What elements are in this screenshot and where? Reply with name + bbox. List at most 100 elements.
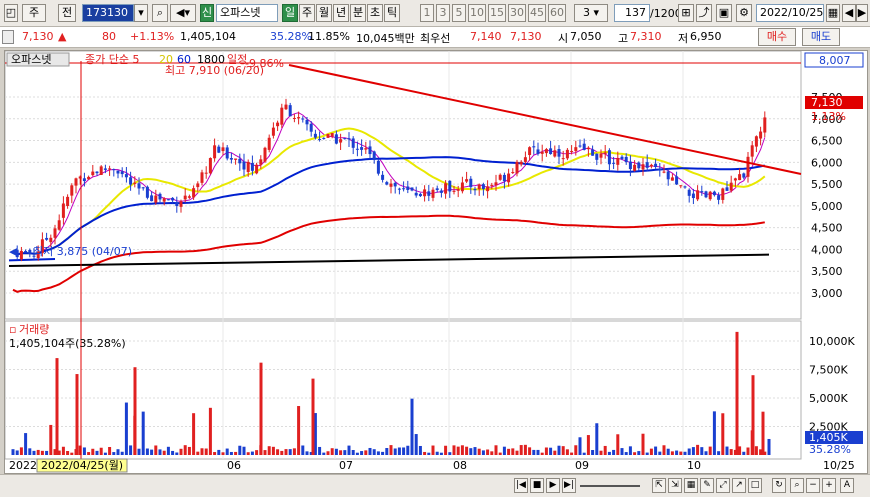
volume-bar <box>511 448 515 455</box>
candle-body <box>137 183 141 189</box>
turnover-rate: 11.85% <box>308 30 350 43</box>
grid-view-icon[interactable]: ▦ <box>684 478 698 493</box>
volume-bar <box>276 449 280 455</box>
candle-body <box>616 157 620 165</box>
volume-bar <box>633 452 637 455</box>
high-annotation-pct: -9.86% <box>245 57 284 70</box>
x-axis-label: 06 <box>227 459 241 472</box>
candle-body <box>187 196 191 198</box>
volume-bar <box>339 450 343 455</box>
candle-body <box>150 195 154 202</box>
buy-button[interactable]: 매수 <box>758 28 796 46</box>
candle-body <box>423 189 427 197</box>
volume-bar <box>36 449 40 455</box>
candle-body <box>267 137 271 150</box>
search-icon[interactable]: ⌕ <box>152 4 168 22</box>
interval-button-30[interactable]: 30 <box>508 4 526 22</box>
candle-body <box>339 139 343 143</box>
candle-body <box>28 249 32 254</box>
plus-icon[interactable]: + <box>822 478 836 493</box>
stock-code-input[interactable]: 173130 <box>82 4 134 22</box>
scroll-track[interactable] <box>580 485 640 487</box>
quote-bar: 7,130 ▲ 80 +1.13% 1,405,104 35.28% 11.85… <box>0 27 870 48</box>
candle-body <box>540 151 544 154</box>
chart-type-icon[interactable]: ↗ <box>732 478 746 493</box>
zoom-out-icon[interactable]: ⇲ <box>668 478 682 493</box>
period-tab-3[interactable]: 년 <box>333 4 349 22</box>
date-input[interactable]: 2022/10/25 <box>756 4 824 22</box>
volume-bar-spike <box>75 374 79 455</box>
candle-body <box>271 127 275 136</box>
font-size-icon[interactable]: A <box>840 478 854 493</box>
settings-grid-icon[interactable]: ⊞ <box>678 4 694 22</box>
first-page-icon[interactable]: |◀ <box>514 478 528 493</box>
candle-body <box>351 138 355 148</box>
volume-bar <box>406 445 410 455</box>
speaker-icon[interactable]: ◀▾ <box>170 4 196 22</box>
volume-bar <box>70 452 74 455</box>
candle-body <box>70 185 74 196</box>
quote-toggle-icon[interactable] <box>2 30 14 44</box>
period-type-select[interactable]: 주 <box>22 4 46 22</box>
save-icon[interactable]: ▣ <box>716 4 732 22</box>
box-icon[interactable]: □ <box>748 478 762 493</box>
mode-button[interactable]: 전 <box>58 4 76 22</box>
period-tab-0[interactable]: 일 <box>282 4 298 22</box>
gear-icon[interactable]: ⚙ <box>736 4 752 22</box>
page-count-input[interactable]: 137 <box>614 4 650 22</box>
stop-icon[interactable]: ■ <box>530 478 544 493</box>
chart-toggle-icon[interactable]: ⤴ <box>696 4 712 22</box>
period-tab-5[interactable]: 초 <box>367 4 383 22</box>
window-icon[interactable]: ◰ <box>4 4 18 22</box>
prev-icon[interactable]: ◀ <box>842 4 856 22</box>
candle-body <box>263 147 267 162</box>
volume-bar <box>355 452 359 455</box>
interval-button-15[interactable]: 15 <box>488 4 506 22</box>
interval-button-60[interactable]: 60 <box>548 4 566 22</box>
current-price-box <box>805 96 863 109</box>
price-tick: 5,500 <box>811 178 843 191</box>
legend-name-box <box>6 52 70 67</box>
volume-bar-spike <box>767 438 771 455</box>
volume-bar <box>481 450 485 455</box>
stock-name-field[interactable]: 오파스넷 <box>216 4 278 22</box>
period-tab-4[interactable]: 분 <box>350 4 366 22</box>
interval-button-5[interactable]: 5 <box>452 4 466 22</box>
candle-body <box>502 174 506 182</box>
volume-bar <box>729 449 733 455</box>
chart-panel[interactable]: 오파스넷 종가 단순 5 20 60 1800 일정 최고 7,910 (06/… <box>4 50 868 474</box>
interval-button-45[interactable]: 45 <box>528 4 546 22</box>
last-page-icon[interactable]: ▶| <box>562 478 576 493</box>
minus-icon[interactable]: − <box>806 478 820 493</box>
code-dropdown-icon[interactable]: ▾ <box>134 4 148 22</box>
candle-body <box>87 176 91 180</box>
interval-button-1[interactable]: 1 <box>420 4 434 22</box>
volume-bar <box>108 446 112 455</box>
candle-body <box>292 117 296 119</box>
price-tick: 7,000 <box>811 113 843 126</box>
interval-button-3[interactable]: 3 <box>436 4 450 22</box>
volume-bar <box>687 448 691 455</box>
period-tab-6[interactable]: 틱 <box>384 4 400 22</box>
zoom-in-icon[interactable]: ⇱ <box>652 478 666 493</box>
next-page-icon[interactable]: ▶ <box>546 478 560 493</box>
calendar-icon[interactable]: ▦ <box>826 4 840 22</box>
link-icon[interactable]: ⤢ <box>716 478 730 493</box>
refresh-icon[interactable]: ↻ <box>772 478 786 493</box>
up-arrow-icon: ▲ <box>58 30 67 43</box>
volume-bar <box>313 413 317 455</box>
zoom-icon[interactable]: ⌕ <box>790 478 804 493</box>
edit-icon[interactable]: ✎ <box>700 478 714 493</box>
high-annotation: 최고 7,910 (06/20) <box>165 64 264 77</box>
candle-body <box>595 153 599 160</box>
interval-button-10[interactable]: 10 <box>468 4 486 22</box>
sell-button[interactable]: 매도 <box>802 28 840 46</box>
candle-body <box>431 189 435 198</box>
stock-chart[interactable]: 오파스넷 종가 단순 5 20 60 1800 일정 최고 7,910 (06/… <box>4 50 867 473</box>
next-icon[interactable]: ▶ <box>856 4 868 22</box>
period-tab-2[interactable]: 월 <box>316 4 332 22</box>
ma1800-line <box>8 253 770 267</box>
candle-body <box>360 147 364 150</box>
interval-select[interactable]: 3 ▾ <box>574 4 608 22</box>
period-tab-1[interactable]: 주 <box>299 4 315 22</box>
